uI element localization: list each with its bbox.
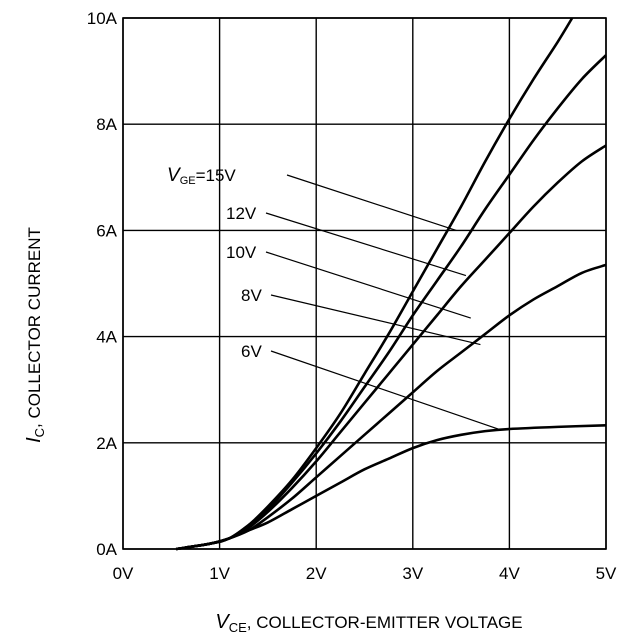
curve-vge-6v xyxy=(175,423,607,551)
curve-vge-8v xyxy=(175,263,607,551)
x-tick-label: 4V xyxy=(499,564,520,583)
grid-lines xyxy=(122,17,607,550)
curve-label-10v: 10V xyxy=(226,243,257,262)
y-axis-symbol: I xyxy=(23,437,45,443)
curve-label-6v: 6V xyxy=(241,342,262,361)
curve-label-15v: VGE=15V xyxy=(167,165,236,187)
tick-labels: 0V 1V 2V 3V 4V 5V 0A 2A 4A 6A 8A 10A xyxy=(87,9,617,583)
y-tick-label: 2A xyxy=(96,434,117,453)
vge-value: =15V xyxy=(196,166,237,185)
x-axis-title: VCE, COLLECTOR-EMITTER VOLTAGE xyxy=(215,611,522,635)
x-axis-subscript: CE xyxy=(229,620,247,635)
x-tick-label: 1V xyxy=(209,564,230,583)
leader-line-12v xyxy=(265,212,467,277)
curve-vge-15v xyxy=(175,17,574,551)
leader-line-8v xyxy=(270,294,481,346)
y-tick-label: 6A xyxy=(96,221,117,240)
x-axis-text: , COLLECTOR-EMITTER VOLTAGE xyxy=(247,613,523,632)
y-tick-label: 4A xyxy=(96,328,117,347)
x-tick-label: 2V xyxy=(306,564,327,583)
curves xyxy=(175,17,607,551)
curve-label-8v: 8V xyxy=(241,286,262,305)
plot-frame xyxy=(122,17,607,550)
vge-subscript: GE xyxy=(180,175,196,187)
x-tick-label: 0V xyxy=(113,564,134,583)
y-tick-label: 8A xyxy=(96,115,117,134)
y-tick-label: 0A xyxy=(96,540,117,559)
x-tick-label: 5V xyxy=(596,564,617,583)
x-tick-label: 3V xyxy=(402,564,423,583)
curve-vge-12v xyxy=(175,54,607,551)
leader-line-15v xyxy=(286,174,457,231)
y-axis-subscript: C xyxy=(32,428,47,437)
curve-label-12v: 12V xyxy=(226,204,257,223)
y-tick-label: 10A xyxy=(87,9,118,28)
curve-vge-10v xyxy=(175,144,607,551)
y-axis-text: , COLLECTOR CURRENT xyxy=(25,227,44,428)
vge-symbol: V xyxy=(167,165,182,186)
curve-labels: VGE=15V 12V 10V 8V 6V xyxy=(167,165,262,361)
leader-line-6v xyxy=(270,350,500,431)
leader-lines xyxy=(265,174,500,431)
y-axis-title: IC, COLLECTOR CURRENT xyxy=(23,227,47,443)
x-axis-symbol: V xyxy=(215,611,230,633)
leader-line-10v xyxy=(265,251,471,319)
